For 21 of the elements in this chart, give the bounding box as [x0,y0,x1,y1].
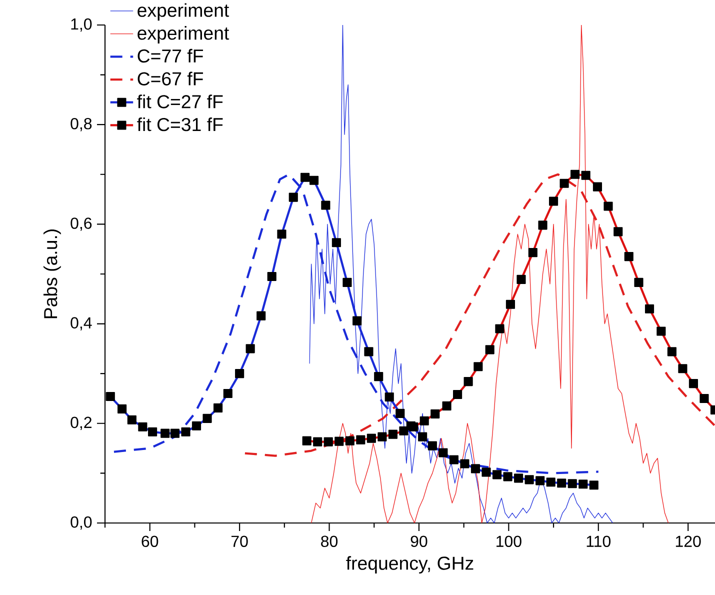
legend-label: C=77 fF [138,48,203,63]
legend-label: experiment [138,26,230,44]
x-tick-label: 110 [586,536,611,548]
y-axis-title: Pabs (a.u.) [44,230,61,318]
x-tick-label: 80 [321,536,338,548]
x-tick-label: 120 [676,536,701,548]
x-tick-label: 100 [496,536,522,548]
y-tick-label: 0,4 [70,317,92,330]
legend-label: C=67 fF [138,72,203,86]
x-tick-label: 70 [231,536,248,548]
y-tick-label: 0,8 [70,118,92,132]
x-axis-title: frequency, GHz [346,556,474,574]
legend-label: fit C=31 fF [137,117,223,132]
y-tick-label: 1,0 [71,18,92,32]
x-tick-label: 90 [410,536,428,548]
legend-label: fit C=27 fF [137,94,223,108]
legend-label: experiment [138,3,230,21]
x-tick-label: 60 [142,536,158,548]
y-tick-label: 0,6 [70,218,92,231]
y-tick-label: 0,2 [70,416,92,430]
y-tick-label: 0,0 [70,516,92,530]
